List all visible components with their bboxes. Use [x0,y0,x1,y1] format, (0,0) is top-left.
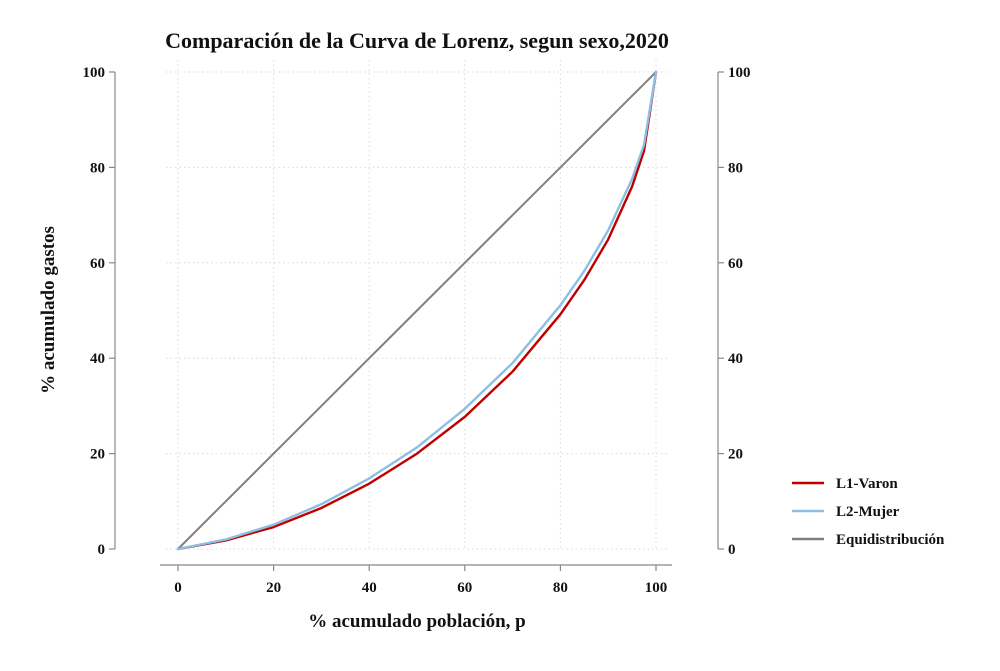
y-tick-label: 100 [83,65,106,81]
y2-tick-label: 100 [728,65,751,81]
y-tick-label: 40 [90,351,105,367]
x-tick-label: 20 [266,580,281,596]
x-tick-label: 0 [174,580,182,596]
legend-label-l1-varon: L1-Varon [836,476,898,492]
legend-label-equidistribucion: Equidistribución [836,532,945,548]
x-axis-title: % acumulado población, p [308,611,526,632]
y-axis-title: % acumulado gastos [38,226,59,394]
y-tick-label: 20 [90,447,105,463]
axes: 0 20 40 60 80 100 0 20 40 60 80 100 0 20 40 60 80 100 [83,65,751,596]
series-line-l1-varon [176,70,658,551]
y-tick-label: 0 [98,542,106,558]
x-tick-label: 80 [553,580,568,596]
y2-tick-label: 20 [728,447,743,463]
y-tick-label: 60 [90,256,105,272]
y2-tick-label: 60 [728,256,743,272]
x-tick-label: 40 [362,580,377,596]
x-tick-label: 60 [457,580,472,596]
y2-tick-label: 0 [728,542,736,558]
series-line-equidistribucion [177,71,657,550]
legend-label-l2-mujer: L2-Mujer [836,504,900,520]
y-tick-label: 80 [90,160,105,176]
series-lines [176,70,658,551]
grid [166,60,668,550]
y2-tick-label: 40 [728,351,743,367]
legend: L1-Varon L2-Mujer Equidistribución [792,476,945,548]
x-tick-label: 100 [645,580,668,596]
chart-title: Comparación de la Curva de Lorenz, segun… [165,28,669,53]
series-line-l2-mujer [176,70,658,551]
y2-tick-label: 80 [728,160,743,176]
